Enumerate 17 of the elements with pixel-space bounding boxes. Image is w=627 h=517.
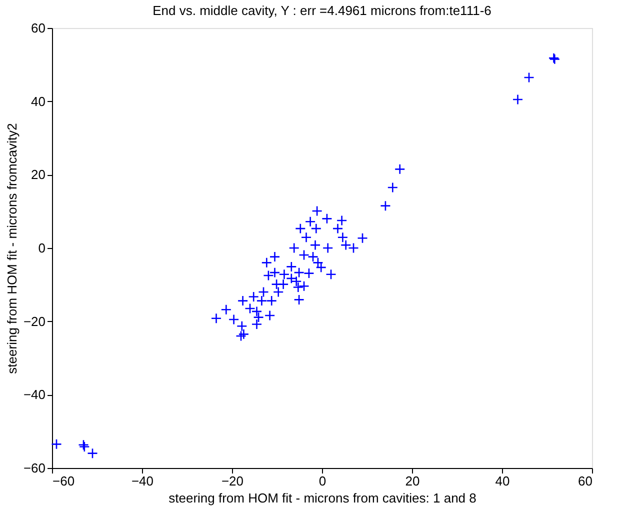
y-axis-title: steering from HOM fit - microns fromcavity2 [4,123,20,374]
y-tick-label: 0 [38,240,46,256]
x-tick-label: 0 [318,474,326,488]
x-tick-label: 20 [405,474,420,488]
y-tick-label: 60 [31,20,46,36]
chart-title: End vs. middle cavity, Y : err =4.4961 microns from:te111-6 [152,3,492,18]
x-tick-label: −40 [131,474,154,488]
y-tick-label: 40 [31,94,46,109]
y-tick-label: 20 [31,167,46,182]
y-tick-label: −60 [23,460,46,476]
x-tick-label: 40 [495,474,510,488]
x-tick-label: −20 [221,474,244,488]
x-axis-title: steering from HOM fit - microns from cavities: 1 and 8 [168,490,476,506]
x-tick-label: −60 [52,474,75,488]
y-tick-label: −20 [23,314,46,329]
x-tick-label: 60 [578,474,592,488]
y-tick-label: −40 [23,387,46,402]
